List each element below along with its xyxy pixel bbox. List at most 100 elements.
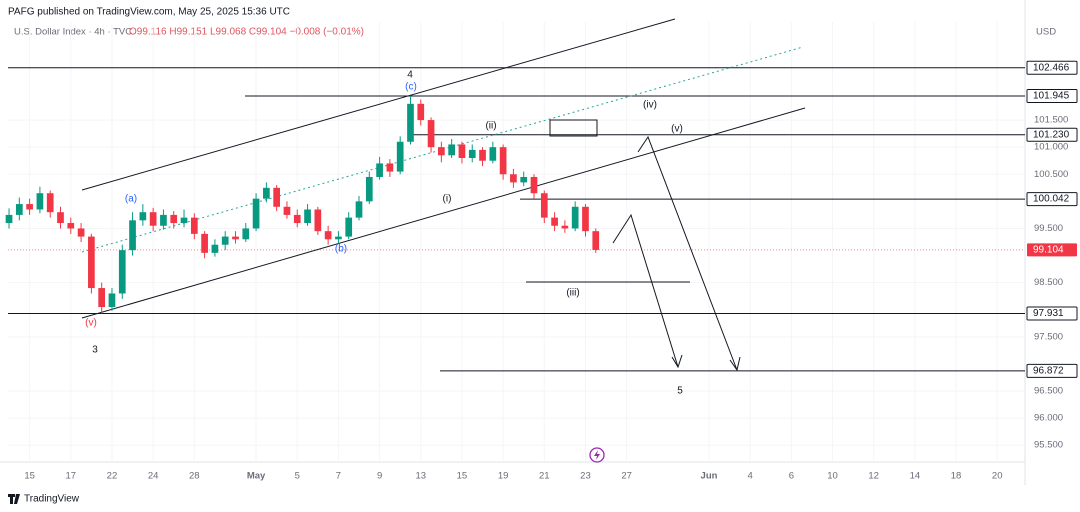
wave-label: 4 <box>407 70 413 81</box>
candle-body <box>592 231 600 250</box>
x-tick-label: 20 <box>992 471 1003 482</box>
x-tick-label: 15 <box>457 471 468 482</box>
candle-body <box>118 250 126 294</box>
x-tick-label: 6 <box>789 471 794 482</box>
y-tick-label: 96.500 <box>1034 386 1063 397</box>
x-tick-label: 19 <box>498 471 509 482</box>
logo <box>8 494 20 504</box>
candle-body <box>530 176 538 194</box>
candle-body <box>427 120 435 148</box>
level-label: 102.466 <box>1033 62 1070 73</box>
candle-body <box>98 288 106 308</box>
drawings <box>81 18 806 372</box>
candle-body <box>314 209 322 232</box>
event-icon[interactable] <box>589 447 605 463</box>
candle-body <box>263 187 270 199</box>
candle-body <box>201 233 208 253</box>
x-tick-label: 9 <box>377 471 382 482</box>
candle-body <box>335 236 342 240</box>
wave-label: 3 <box>92 345 98 356</box>
candle-body <box>273 187 281 207</box>
x-tick-label: 4 <box>748 471 753 482</box>
y-tick-label: 99.500 <box>1034 223 1063 234</box>
candle-body <box>386 163 394 172</box>
candle-body <box>149 212 157 226</box>
candle-body <box>479 149 486 161</box>
level-label: 96.872 <box>1033 365 1064 376</box>
candle-body <box>170 214 178 224</box>
currency: USD <box>1036 27 1056 38</box>
target-box <box>549 119 598 137</box>
candle-body <box>468 149 476 159</box>
candle-body <box>190 217 198 234</box>
last-price-box <box>1027 243 1077 257</box>
candle-body <box>448 144 455 156</box>
level-label: 100.042 <box>1033 194 1070 205</box>
level-label: 101.945 <box>1033 91 1070 102</box>
x-tick-label: May <box>247 471 266 482</box>
projection-arrow <box>637 135 738 371</box>
symbol-title: U.S. Dollar Index · 4h · TVC <box>14 27 132 38</box>
x-tick-label: 12 <box>868 471 879 482</box>
y-tick-label: 95.500 <box>1034 440 1063 451</box>
candle-body <box>15 204 23 215</box>
y-tick-label: 101.500 <box>1034 115 1068 126</box>
arrow-head <box>729 356 741 372</box>
annotations: 4(c) (a) (b) (v) 3 (ii) (i) (iii) (iv) (v) 5 <box>85 70 683 397</box>
x-tick-label: 23 <box>580 471 591 482</box>
candle-body <box>376 163 383 177</box>
event-icon-bolt <box>594 450 600 460</box>
y-tick-label: 97.500 <box>1034 331 1063 342</box>
level-label-box <box>1026 60 1078 75</box>
wave-label: (v) <box>85 318 97 329</box>
x-tick-label: 14 <box>910 471 921 482</box>
candle-body <box>561 225 569 229</box>
wave-label: (ii) <box>485 121 496 132</box>
arrow-head <box>671 354 683 369</box>
candle-body <box>160 214 167 226</box>
x-tick-label: 17 <box>66 471 77 482</box>
candle-body <box>88 236 95 289</box>
channel-lower <box>81 107 806 319</box>
candle-body <box>417 103 425 121</box>
last-price-label: 99.104 <box>1033 245 1064 256</box>
x-tick-label: 10 <box>827 471 838 482</box>
candle-body <box>5 214 13 224</box>
candle-body <box>57 212 64 224</box>
candle-body <box>355 201 363 218</box>
candle-body <box>489 147 497 161</box>
wave-label: (c) <box>405 82 417 93</box>
candle-body <box>540 193 548 218</box>
channel-upper <box>81 18 676 191</box>
x-tick-label: Jun <box>701 471 718 482</box>
candle-body <box>242 228 250 240</box>
x-tick-label: 24 <box>148 471 159 482</box>
level-label-box <box>1026 88 1078 103</box>
candle-body <box>36 193 44 210</box>
candle-body <box>345 217 353 237</box>
level-label-box <box>1026 127 1078 142</box>
x-tick-label: 27 <box>621 471 632 482</box>
y-tick-label: 101.000 <box>1034 142 1068 153</box>
candle-body <box>211 244 219 253</box>
grid <box>8 22 1025 462</box>
wave-label: 5 <box>677 386 683 397</box>
y-tick-label: 100.500 <box>1034 169 1068 180</box>
candle-body <box>252 198 260 229</box>
candle-body <box>108 293 116 308</box>
candle-body <box>438 147 445 156</box>
candle-body <box>571 206 579 229</box>
candle-body <box>293 214 301 224</box>
candle-body <box>139 212 147 221</box>
x-tick-label: 18 <box>951 471 962 482</box>
level-label-box <box>1026 363 1078 378</box>
candle-body <box>365 176 373 202</box>
candle-body <box>551 217 558 226</box>
footer: TradingView <box>24 494 80 505</box>
candle-body <box>77 228 85 237</box>
x-tick-label: 5 <box>295 471 300 482</box>
candle-body <box>324 231 332 240</box>
x-tick-label: 21 <box>539 471 550 482</box>
